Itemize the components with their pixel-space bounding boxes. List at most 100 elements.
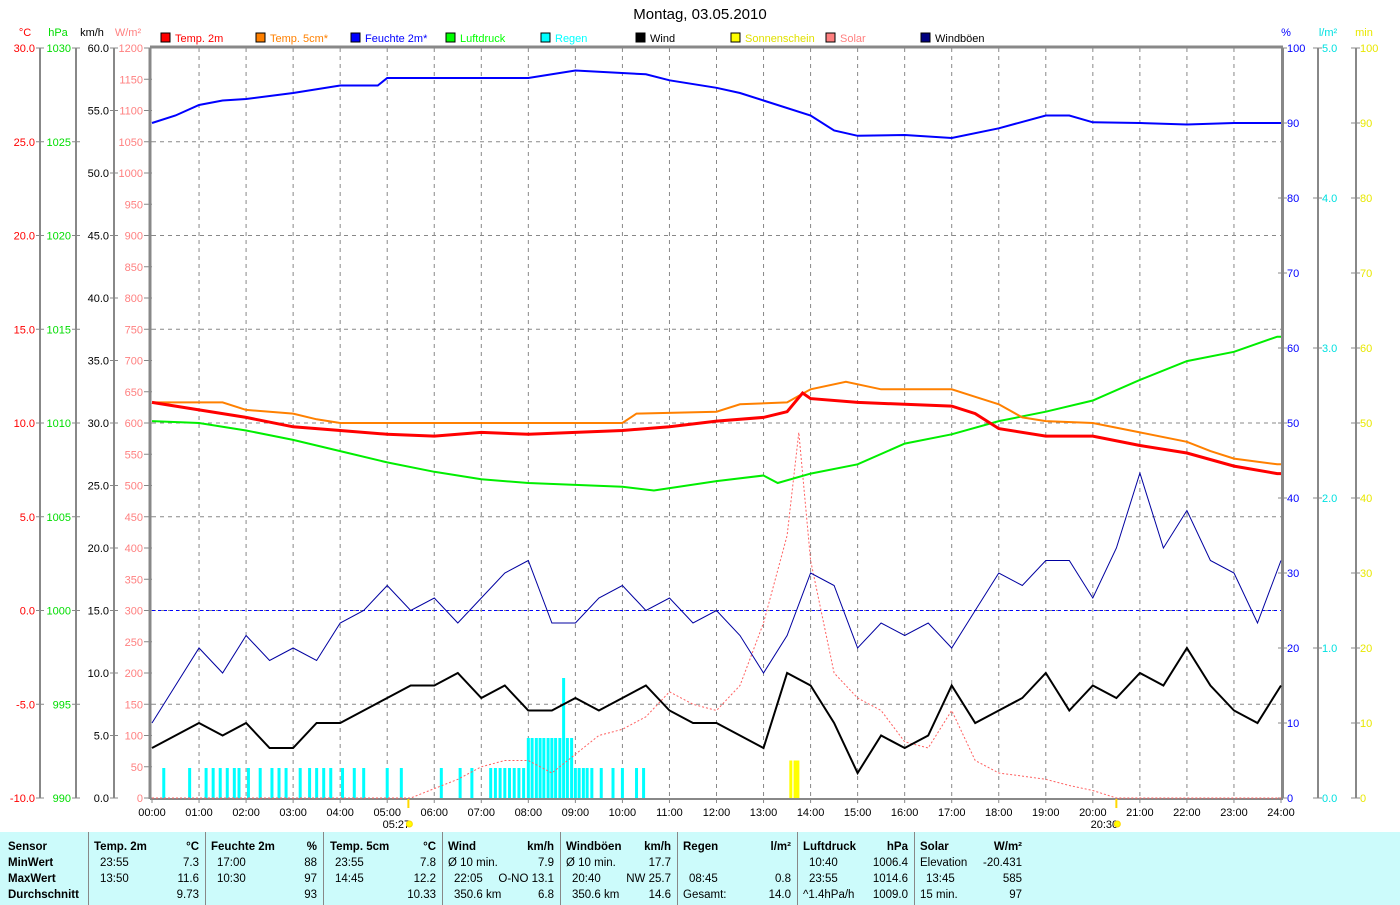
solar-tick-label: 1000	[119, 168, 143, 180]
wind-series-line	[151, 646, 1282, 776]
stats-col-wind: Wind km/h Ø 10 min. 7.9 22:05 O-NO 13.1 350…	[442, 832, 561, 905]
max-time: 13:45	[926, 873, 955, 885]
rain-bar	[558, 738, 562, 798]
wind-tick-label: 25.0	[88, 481, 109, 493]
max-value: 11.6	[177, 873, 199, 885]
humidity-tick-label: 60	[1287, 343, 1299, 355]
rain-bar	[284, 768, 288, 798]
max-time: 08:45	[689, 873, 718, 885]
wind-tick-label: 55.0	[88, 106, 109, 118]
stats-unit: l/m²	[770, 841, 791, 853]
stats-header: Solar	[920, 841, 949, 853]
min-time: 17:00	[217, 857, 246, 869]
temp-tick-label: 30.0	[14, 43, 35, 55]
solar-tick-label: 50	[131, 762, 143, 774]
pressure-tick-label: 1025	[47, 137, 71, 149]
rain-tick-label: 5.0	[1322, 43, 1337, 55]
solar-tick-label: 600	[125, 418, 143, 430]
temp-tick-label: 0.0	[20, 606, 35, 618]
rain-bar	[550, 738, 554, 798]
rain-bar	[385, 768, 389, 798]
humidity-tick-label: 40	[1287, 493, 1299, 505]
min-value: 7.9	[538, 857, 554, 869]
solar-tick-label: 900	[125, 231, 143, 243]
stats-header: Feuchte 2m	[211, 841, 275, 853]
x-tick-label: 01:00	[185, 807, 213, 819]
temp2m-series-line	[151, 390, 1281, 476]
rain-bar	[399, 768, 403, 798]
x-tick-label: 20:00	[1079, 807, 1107, 819]
stats-unit: %	[306, 841, 317, 853]
rain-bar	[526, 738, 530, 798]
avg-value: 14.6	[648, 889, 671, 901]
x-tick-label: 08:00	[515, 807, 543, 819]
min-value: 1006.4	[872, 857, 908, 869]
x-tick-label: 15:00	[844, 807, 872, 819]
wind-tick-label: 45.0	[88, 231, 109, 243]
solar-tick-label: 700	[125, 356, 143, 368]
x-tick-label: 05:00	[373, 807, 401, 819]
max-time: 22:05	[454, 873, 483, 885]
humidity-tick-label: 20	[1287, 643, 1299, 655]
rain-bar	[211, 768, 215, 798]
solar-tick-label: 650	[125, 387, 143, 399]
solar-tick-label: 200	[125, 668, 143, 680]
legend-label: Temp. 5cm*	[270, 33, 329, 45]
stats-header: Temp. 2m	[94, 841, 147, 853]
rain-bar	[218, 768, 222, 798]
rain-bar	[489, 768, 493, 798]
max-value: 12.2	[413, 873, 436, 885]
sunshine-bar	[796, 760, 800, 798]
chart-title: Montag, 03.05.2010	[633, 6, 767, 23]
rain-bar	[493, 768, 497, 798]
stats-header: Luftdruck	[803, 841, 857, 853]
solar-tick-label: 150	[125, 699, 143, 711]
rain-bar	[246, 768, 250, 798]
rain-bar	[322, 768, 326, 798]
max-value: 97	[304, 873, 317, 885]
humidity-tick-label: 10	[1287, 718, 1299, 730]
rain-tick-label: 0.0	[1322, 793, 1337, 805]
rain-bar	[341, 768, 345, 798]
max-time: 10:30	[217, 873, 246, 885]
temp-axis-unit: °C	[19, 27, 31, 39]
wind-tick-label: 40.0	[88, 293, 109, 305]
rain-bar	[522, 768, 526, 798]
legend-label: Wind	[650, 33, 675, 45]
sunshine-tick-label: 80	[1360, 193, 1372, 205]
rain-bar	[270, 768, 274, 798]
rain-tick-label: 1.0	[1322, 643, 1337, 655]
rain-bar	[277, 768, 281, 798]
rain-bar	[620, 768, 624, 798]
trend: ^1.4hPa/h	[803, 889, 855, 901]
rain-bar	[470, 768, 474, 798]
legend-swatch	[350, 32, 361, 43]
rain-bar	[562, 678, 566, 798]
temp-tick-label: 20.0	[14, 231, 35, 243]
distance: 350.6 km	[572, 889, 620, 901]
sun-icon	[405, 820, 413, 828]
solar-tick-label: 1150	[119, 74, 143, 86]
x-tick-label: 06:00	[420, 807, 448, 819]
sunshine-tick-label: 10	[1360, 718, 1372, 730]
pressure-tick-label: 995	[53, 699, 71, 711]
min-time: 10:40	[809, 857, 838, 869]
temp-tick-label: 5.0	[20, 512, 35, 524]
solar-tick-label: 0	[137, 793, 143, 805]
wind-tick-label: 15.0	[88, 606, 109, 618]
legend-label: Regen	[555, 33, 587, 45]
x-tick-label: 07:00	[468, 807, 496, 819]
rain-bar	[298, 768, 302, 798]
pressure-tick-label: 1020	[47, 231, 71, 243]
pressure-axis-unit: hPa	[48, 27, 68, 39]
rain-bar	[577, 768, 581, 798]
sunshine-axis-unit: min	[1355, 27, 1373, 39]
rain-bar	[512, 768, 516, 798]
humidity-tick-label: 70	[1287, 268, 1299, 280]
solar-tick-label: 1200	[119, 43, 143, 55]
wind-tick-label: 20.0	[88, 543, 109, 555]
x-tick-label: 12:00	[703, 807, 731, 819]
stats-col-pressure: Luftdruck hPa 10:40 1006.4 23:55 1014.6 ^1.…	[797, 832, 915, 905]
row-label: MaxWert	[8, 873, 56, 885]
rain-bar	[225, 768, 229, 798]
